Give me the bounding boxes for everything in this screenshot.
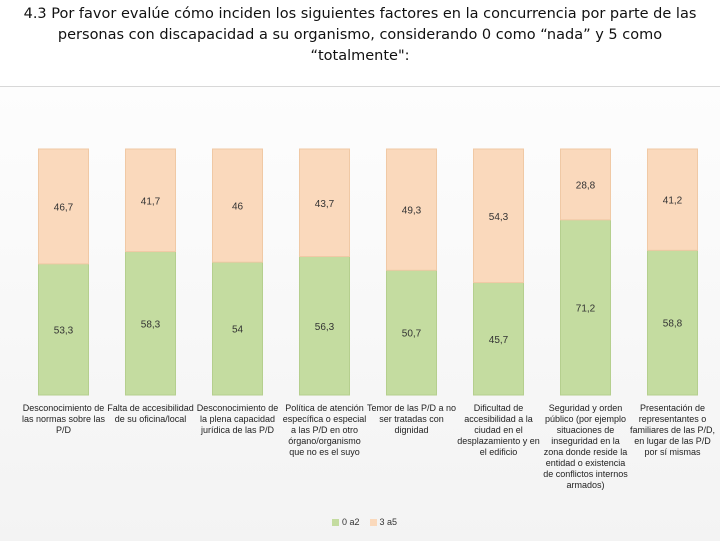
data-label-low-3: 56,3 — [315, 322, 335, 333]
bar-high-0 — [38, 148, 89, 265]
slide-title: 4.3 Por favor evalúe cómo inciden los si… — [23, 6, 697, 64]
bar-high-6 — [560, 148, 611, 221]
data-label-low-7: 58,8 — [663, 319, 683, 330]
bar-low-2 — [212, 261, 263, 396]
bar-low-3 — [299, 256, 350, 396]
data-label-high-5: 54,3 — [489, 212, 509, 223]
bar-high-7 — [647, 148, 698, 251]
data-label-low-4: 50,7 — [402, 329, 422, 340]
data-label-high-6: 28,8 — [576, 180, 596, 191]
legend-label-low: 0 a2 — [342, 517, 360, 527]
legend-item-high: 3 a5 — [369, 517, 398, 527]
bar-high-1 — [125, 148, 176, 253]
category-label-1: Falta de accesibilidad de su oficina/loc… — [107, 403, 194, 424]
category-label-5: Dificultad de accesibilidad a la ciudad … — [457, 403, 540, 457]
data-label-high-0: 46,7 — [54, 202, 74, 213]
category-label-2: Desconocimiento de la plena capacidad ju… — [196, 403, 279, 435]
bar-high-4 — [386, 148, 437, 271]
category-label-4: Temor de las P/D a no ser tratadas con d… — [366, 403, 457, 435]
category-label-3: Política de atención específica o especi… — [282, 403, 367, 457]
bar-high-5 — [473, 148, 524, 284]
bar-high-3 — [299, 148, 350, 258]
category-label-7: Presentación de representantes o familia… — [629, 403, 716, 457]
legend: 0 a2 3 a5 — [332, 517, 397, 527]
bar-low-7 — [647, 249, 698, 396]
legend-swatch-high — [369, 518, 377, 526]
legend-label-high: 3 a5 — [379, 517, 398, 527]
data-label-low-1: 58,3 — [141, 319, 161, 330]
data-label-low-0: 53,3 — [54, 325, 74, 336]
category-label-0: Desconocimiento de las normas sobre las … — [21, 403, 106, 435]
legend-swatch-low — [332, 518, 339, 526]
chart-area: 53,3 46,7 58,3 41,7 54 46 56,3 43,7 50,7 49,3 45,7… — [0, 86, 720, 541]
data-label-low-2: 54 — [232, 325, 244, 336]
data-label-low-6: 71,2 — [576, 303, 596, 314]
bar-low-6 — [560, 219, 611, 396]
data-label-high-7: 41,2 — [663, 196, 683, 207]
stacked-bar-chart: 53,3 46,7 58,3 41,7 54 46 56,3 43,7 50,7 49,3 45,7… — [38, 148, 698, 396]
data-label-high-3: 43,7 — [315, 199, 335, 210]
data-label-low-5: 45,7 — [489, 335, 509, 346]
category-label-6: Seguridad y orden público (por ejemplo s… — [543, 403, 628, 490]
bar-low-4 — [386, 269, 437, 396]
legend-item-low: 0 a2 — [332, 517, 360, 527]
bar-high-2 — [212, 148, 263, 263]
bar-low-1 — [125, 251, 176, 396]
bar-low-0 — [38, 263, 89, 396]
data-label-high-2: 46 — [232, 202, 244, 213]
data-label-high-1: 41,7 — [141, 196, 161, 207]
data-label-high-4: 49,3 — [402, 206, 422, 217]
